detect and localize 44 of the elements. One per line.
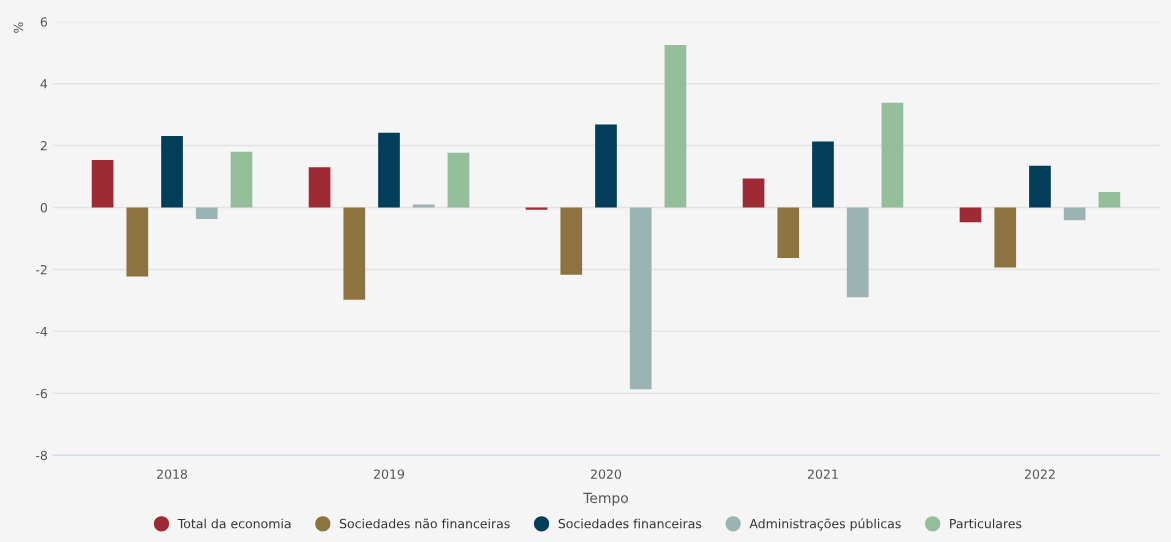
bar [343, 207, 366, 300]
bar [1098, 192, 1121, 208]
legend-label: Sociedades não financeiras [339, 518, 510, 529]
bar [126, 207, 149, 277]
y-tick-label: -6 [35, 388, 48, 399]
y-axis-title: % [13, 22, 24, 33]
bar [812, 141, 834, 208]
legend-label: Administrações públicas [749, 518, 901, 531]
y-tick-label: 0 [40, 202, 47, 213]
bar [959, 207, 982, 223]
legend-label: Particulares [950, 518, 1022, 529]
y-tick-label: 2 [40, 141, 47, 151]
bar [629, 207, 652, 390]
x-axis-title: Tempo [583, 492, 628, 506]
bar [308, 167, 331, 208]
legend-label: Sociedades financeiras [558, 518, 702, 529]
y-tick-label: -8 [35, 450, 47, 461]
legend-label: Total da economia [177, 518, 291, 529]
bar [1029, 165, 1051, 208]
bar [742, 178, 765, 208]
bar [378, 132, 400, 208]
y-tick-label: -4 [35, 327, 48, 337]
bar [230, 151, 253, 208]
bar [560, 207, 583, 275]
x-tick-label: 2019 [374, 469, 405, 479]
x-tick-label: 2018 [157, 469, 188, 479]
x-tick-label: 2020 [591, 469, 622, 479]
bar [1063, 207, 1086, 221]
bar [846, 207, 869, 298]
bar [412, 204, 435, 208]
bar [881, 102, 904, 208]
bar [447, 152, 470, 208]
bar [777, 207, 800, 258]
y-tick-label: 6 [40, 17, 48, 27]
bar [195, 207, 218, 219]
bar [161, 135, 183, 208]
x-tick-label: 2022 [1024, 469, 1055, 479]
bar [664, 44, 687, 208]
x-tick-label: 2021 [807, 469, 838, 479]
bar [994, 207, 1017, 268]
y-tick-label: 4 [40, 79, 48, 89]
y-tick-label: -2 [35, 264, 47, 275]
bar [595, 124, 617, 208]
bar [91, 160, 114, 208]
